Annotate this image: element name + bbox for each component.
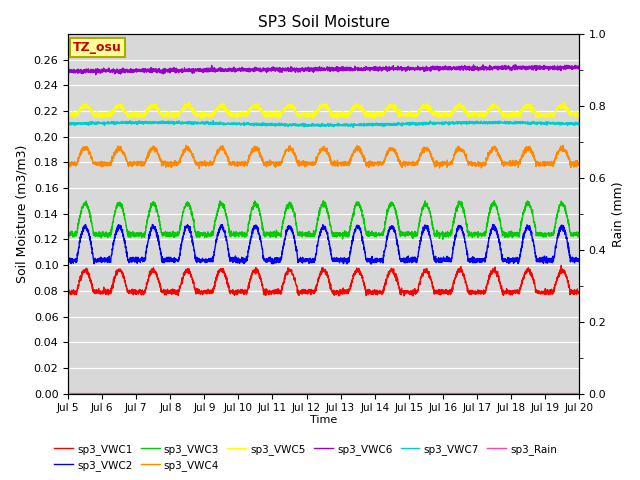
sp3_VWC1	[510, 288, 518, 294]
sp3_VWC4	[559, 143, 567, 148]
sp3_VWC7	[282, 121, 290, 127]
sp3_VWC2	[64, 260, 72, 265]
sp3_VWC7	[64, 121, 72, 127]
sp3_Rain	[153, 391, 161, 396]
sp3_VWC6	[92, 72, 100, 78]
sp3_VWC7	[565, 121, 573, 127]
sp3_VWC4	[565, 156, 573, 162]
sp3_VWC6	[510, 64, 518, 70]
sp3_VWC1	[64, 288, 72, 294]
sp3_VWC5	[185, 99, 193, 105]
sp3_VWC5	[511, 111, 518, 117]
sp3_VWC5	[504, 116, 511, 122]
sp3_Rain	[511, 391, 518, 396]
sp3_VWC3	[439, 236, 447, 242]
sp3_VWC6	[153, 69, 161, 74]
sp3_VWC7	[123, 119, 131, 125]
sp3_VWC4	[510, 160, 518, 166]
sp3_VWC7	[575, 122, 583, 128]
sp3_VWC6	[282, 67, 290, 73]
Line: sp3_VWC2: sp3_VWC2	[68, 225, 579, 264]
Y-axis label: Soil Moisture (m3/m3): Soil Moisture (m3/m3)	[15, 144, 28, 283]
sp3_VWC4	[282, 148, 290, 154]
sp3_VWC3	[216, 198, 224, 204]
sp3_VWC1	[575, 289, 583, 295]
Y-axis label: Rain (mm): Rain (mm)	[612, 181, 625, 247]
sp3_VWC5	[260, 112, 268, 118]
Text: TZ_osu: TZ_osu	[73, 41, 122, 54]
sp3_VWC2	[260, 256, 268, 262]
sp3_VWC1	[260, 290, 268, 296]
sp3_VWC1	[123, 284, 131, 289]
sp3_VWC3	[565, 225, 573, 231]
Line: sp3_VWC7: sp3_VWC7	[68, 121, 579, 127]
sp3_VWC6	[512, 62, 520, 68]
sp3_VWC5	[282, 104, 290, 110]
sp3_VWC4	[195, 166, 203, 171]
sp3_VWC4	[575, 162, 583, 168]
sp3_VWC1	[153, 274, 161, 279]
sp3_VWC6	[260, 66, 268, 72]
sp3_VWC2	[565, 250, 573, 255]
sp3_VWC4	[153, 147, 161, 153]
sp3_Rain	[123, 391, 131, 396]
sp3_VWC2	[575, 259, 583, 264]
sp3_VWC4	[260, 162, 268, 168]
sp3_VWC7	[153, 120, 161, 126]
sp3_VWC3	[64, 233, 72, 239]
sp3_VWC1	[565, 284, 573, 289]
Legend: sp3_VWC1, sp3_VWC2, sp3_VWC3, sp3_VWC4, sp3_VWC5, sp3_VWC6, sp3_VWC7, sp3_Rain: sp3_VWC1, sp3_VWC2, sp3_VWC3, sp3_VWC4, …	[50, 439, 561, 475]
sp3_VWC5	[575, 112, 583, 118]
Line: sp3_VWC6: sp3_VWC6	[68, 65, 579, 75]
sp3_VWC6	[64, 69, 72, 74]
sp3_VWC5	[153, 105, 161, 110]
sp3_VWC3	[153, 207, 161, 213]
sp3_VWC4	[123, 155, 131, 161]
sp3_Rain	[64, 391, 72, 396]
sp3_VWC5	[565, 111, 573, 117]
sp3_VWC2	[282, 231, 290, 237]
sp3_VWC2	[511, 257, 518, 263]
sp3_VWC7	[511, 120, 518, 125]
sp3_VWC3	[511, 229, 518, 235]
sp3_VWC7	[349, 124, 357, 130]
Line: sp3_VWC4: sp3_VWC4	[68, 145, 579, 168]
Line: sp3_VWC5: sp3_VWC5	[68, 102, 579, 119]
sp3_VWC1	[409, 293, 417, 299]
sp3_Rain	[575, 391, 583, 396]
sp3_VWC2	[153, 234, 161, 240]
sp3_VWC7	[209, 118, 217, 124]
sp3_Rain	[260, 391, 268, 396]
Line: sp3_VWC1: sp3_VWC1	[68, 265, 579, 296]
sp3_VWC3	[282, 204, 290, 210]
sp3_VWC3	[575, 230, 583, 236]
sp3_Rain	[565, 391, 573, 396]
Title: SP3 Soil Moisture: SP3 Soil Moisture	[257, 15, 390, 30]
sp3_VWC4	[64, 160, 72, 166]
sp3_VWC6	[575, 63, 583, 69]
sp3_VWC1	[557, 263, 565, 268]
sp3_Rain	[283, 391, 291, 396]
sp3_VWC1	[282, 271, 290, 277]
sp3_VWC3	[123, 224, 131, 230]
sp3_VWC5	[64, 110, 72, 116]
sp3_VWC2	[148, 222, 156, 228]
X-axis label: Time: Time	[310, 415, 337, 425]
sp3_VWC2	[123, 250, 131, 256]
sp3_VWC2	[367, 261, 375, 267]
sp3_Rain	[65, 391, 72, 396]
sp3_VWC3	[260, 230, 268, 236]
sp3_VWC6	[565, 65, 573, 71]
sp3_VWC5	[123, 111, 131, 117]
Line: sp3_VWC3: sp3_VWC3	[68, 201, 579, 239]
sp3_VWC7	[260, 122, 268, 128]
sp3_Rain	[170, 391, 177, 396]
sp3_VWC6	[123, 66, 131, 72]
